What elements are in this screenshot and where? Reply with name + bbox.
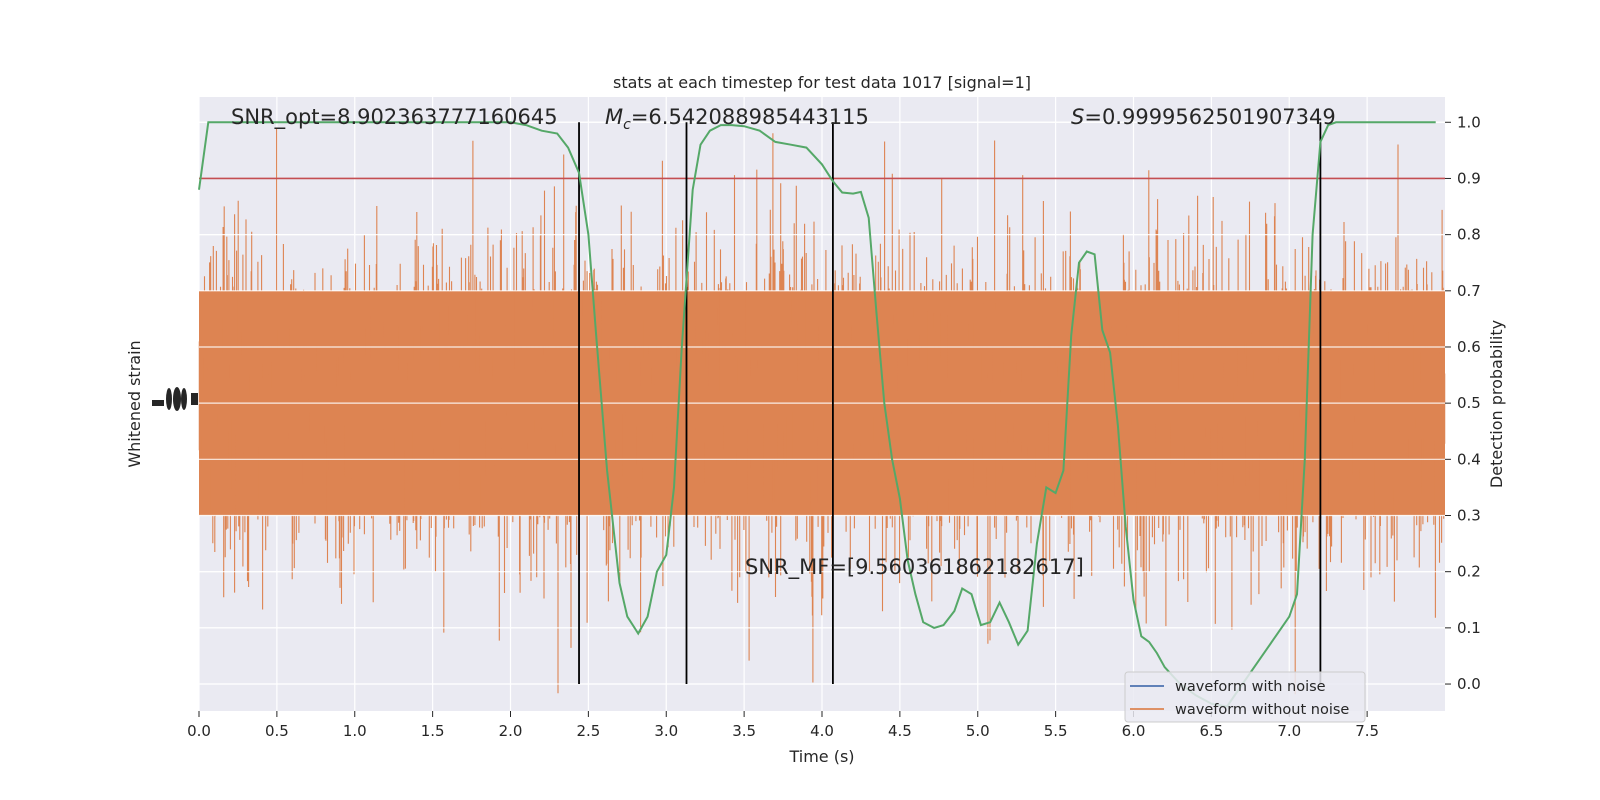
- x-axis-label: Time (s): [788, 747, 854, 766]
- y-tick-label: 0.1: [1457, 619, 1481, 637]
- chirp-mass-symbol: M: [605, 105, 623, 129]
- x-tick-label: 6.0: [1122, 722, 1146, 740]
- x-tick-label: 6.5: [1199, 722, 1223, 740]
- y-tick-label: 0.7: [1457, 282, 1481, 300]
- x-tick-label: 4.5: [888, 722, 912, 740]
- y-tick-label: 0.2: [1457, 563, 1481, 581]
- s-symbol: S: [1071, 105, 1084, 129]
- x-tick-label: 4.0: [810, 722, 834, 740]
- x-tick-label: 3.5: [732, 722, 756, 740]
- legend-label-without-noise: waveform without noise: [1175, 702, 1349, 718]
- y-right-axis-label: Detection probability: [1487, 320, 1506, 488]
- y-tick-label: 0.4: [1457, 450, 1481, 468]
- x-tick-label: 3.0: [654, 722, 678, 740]
- y-tick-label: 0.9: [1457, 169, 1481, 187]
- snr-opt-annotation: SNR_opt=8.902363777160645: [231, 105, 558, 130]
- s-value: =0.9999562501907349: [1084, 105, 1335, 129]
- y-tick-label: 1.0: [1457, 113, 1481, 131]
- y-tick-label: 0.3: [1457, 507, 1481, 525]
- x-axis-ticks: 0.0 0.5 1.0 1.5 2.0 2.5 3.0 3.5 4.0 4.5 5.0 5.5 6.0 6…: [187, 711, 1379, 740]
- y-right-axis-ticks: 0.0 0.1 0.2 0.3 0.4 0.5 0.6 0.7 0.8 0.9 1.0: [1445, 113, 1481, 693]
- chirp-mass-value: =6.542088985443115: [631, 105, 869, 129]
- y-tick-label: 0.0: [1457, 675, 1481, 693]
- x-tick-label: 2.0: [499, 722, 523, 740]
- x-tick-label: 0.0: [187, 722, 211, 740]
- x-tick-label: 7.5: [1355, 722, 1379, 740]
- chirp-mass-annotation: Mc=6.542088985443115: [605, 105, 869, 133]
- y-left-axis-label: Whitened strain: [125, 340, 144, 467]
- left-axis-tick-clutter: [152, 387, 198, 411]
- chart-title: stats at each timestep for test data 101…: [613, 73, 1031, 92]
- x-tick-label: 1.0: [343, 722, 367, 740]
- x-tick-label: 0.5: [265, 722, 289, 740]
- legend-label-with-noise: waveform with noise: [1175, 679, 1326, 695]
- event-lines: [578, 122, 1322, 685]
- chirp-mass-subscript: c: [623, 117, 631, 133]
- y-tick-label: 0.6: [1457, 338, 1481, 356]
- x-tick-label: 1.5: [421, 722, 445, 740]
- s-annotation: S=0.9999562501907349: [1071, 105, 1336, 129]
- x-tick-label: 7.0: [1277, 722, 1301, 740]
- legend-box: [1124, 671, 1366, 723]
- y-tick-label: 0.5: [1457, 394, 1481, 412]
- x-tick-label: 5.5: [1044, 722, 1068, 740]
- y-tick-label: 0.8: [1457, 226, 1481, 244]
- x-tick-label: 2.5: [576, 722, 600, 740]
- legend: waveform with noise waveform without noi…: [1124, 671, 1366, 723]
- waveform-without-noise-series: [198, 121, 1446, 695]
- x-tick-label: 5.0: [966, 722, 990, 740]
- snr-mf-annotation: SNR_MF=[9.560361862182617]: [745, 555, 1084, 580]
